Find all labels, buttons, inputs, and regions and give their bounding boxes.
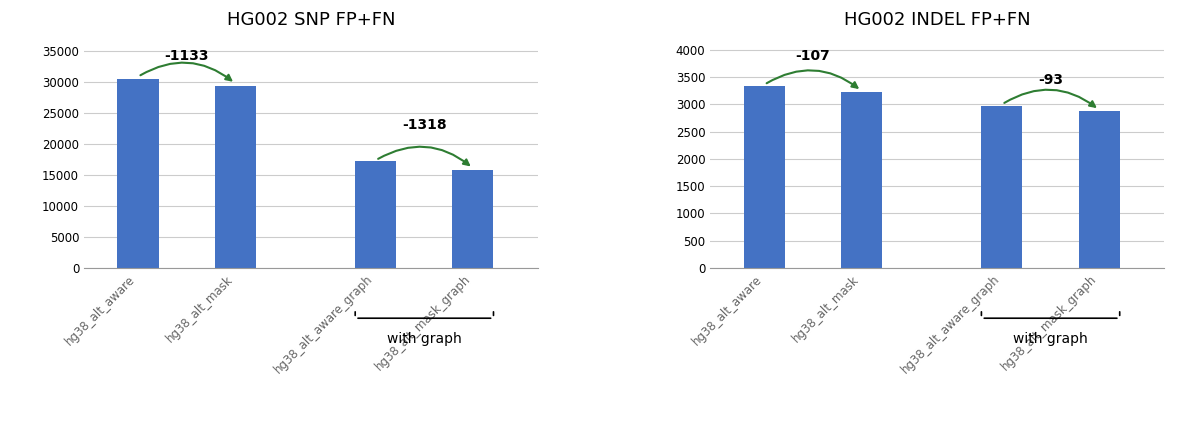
Title: HG002 INDEL FP+FN: HG002 INDEL FP+FN xyxy=(844,11,1031,29)
Text: -107: -107 xyxy=(796,49,830,63)
Text: -1318: -1318 xyxy=(402,118,446,132)
Bar xyxy=(118,79,158,268)
Bar xyxy=(355,162,396,268)
Bar xyxy=(215,86,256,268)
Bar xyxy=(1079,111,1120,268)
Text: with graph: with graph xyxy=(386,332,462,346)
Bar xyxy=(841,92,882,268)
Text: with graph: with graph xyxy=(1013,332,1088,346)
Title: HG002 SNP FP+FN: HG002 SNP FP+FN xyxy=(227,11,395,29)
Text: -93: -93 xyxy=(1038,73,1063,87)
Bar xyxy=(452,170,493,268)
Bar xyxy=(982,106,1022,268)
Text: -1133: -1133 xyxy=(164,49,209,63)
Bar xyxy=(744,86,785,268)
